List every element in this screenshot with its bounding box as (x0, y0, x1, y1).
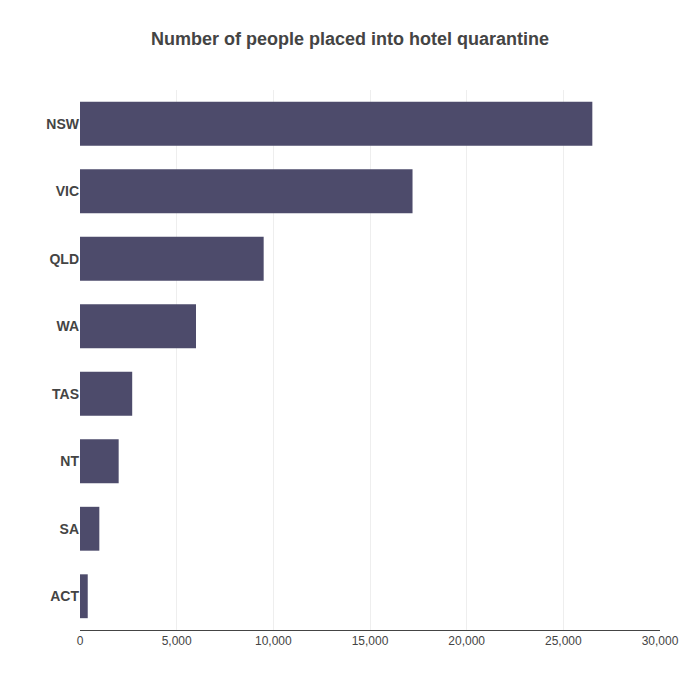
svg-text:SA: SA (60, 521, 79, 537)
svg-text:WA: WA (56, 318, 79, 334)
svg-text:TAS: TAS (52, 386, 79, 402)
svg-text:5,000: 5,000 (162, 634, 192, 648)
svg-text:20,000: 20,000 (448, 634, 485, 648)
svg-text:0: 0 (77, 634, 84, 648)
svg-text:25,000: 25,000 (545, 634, 582, 648)
svg-text:15,000: 15,000 (352, 634, 389, 648)
svg-text:10,000: 10,000 (255, 634, 292, 648)
svg-text:30,000: 30,000 (642, 634, 679, 648)
svg-text:QLD: QLD (49, 251, 79, 267)
svg-text:Number of people placed into h: Number of people placed into hotel quara… (151, 29, 549, 49)
svg-text:NSW: NSW (46, 116, 79, 132)
svg-text:ACT: ACT (50, 588, 79, 604)
svg-text:NT: NT (60, 453, 79, 469)
svg-text:VIC: VIC (56, 183, 79, 199)
